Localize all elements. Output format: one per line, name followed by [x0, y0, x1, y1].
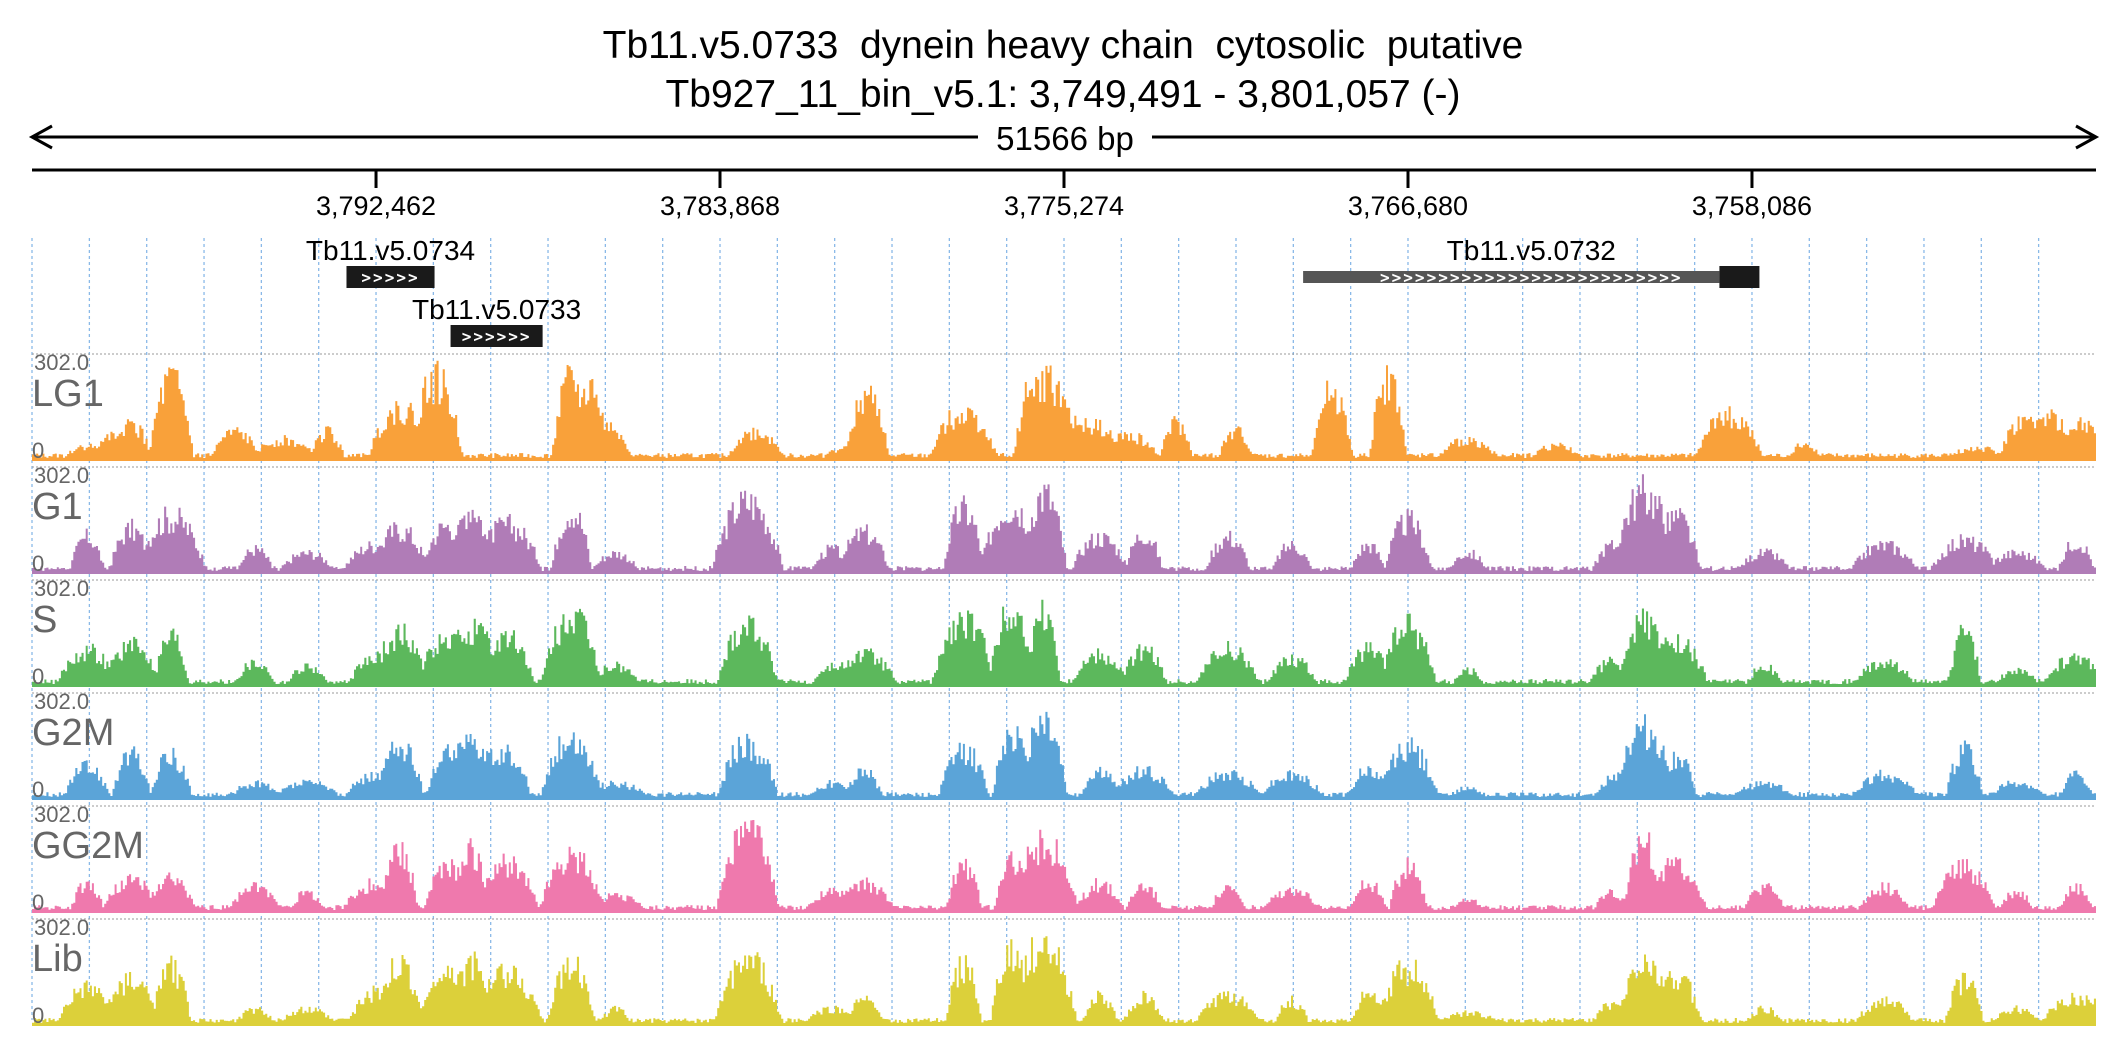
gene-track: >>>>>Tb11.v5.0734>>>>>>Tb11.v5.0733>>>>>…: [306, 235, 1760, 347]
coordinate-axis-ticks: 3,792,462 3,783,868 3,775,274 3,766,680 3,75…: [316, 170, 1812, 221]
track-ymax-label: 302.0: [34, 689, 89, 714]
coverage-area-gg2m: [32, 820, 2096, 912]
axis-tick-label: 3,775,274: [1004, 191, 1124, 221]
coverage-area-lg1: [32, 360, 2096, 460]
coverage-area-g1: [32, 474, 2096, 573]
gene-feature[interactable]: >>>>> Tb11.v5.0734: [306, 235, 475, 288]
gene-cds-bar: [1719, 266, 1760, 288]
strand-arrows-icon: >>>>>>: [462, 327, 532, 346]
track-name-label: G1: [32, 486, 83, 528]
track-name-label: GG2M: [32, 825, 144, 867]
gene-label: Tb11.v5.0732: [1447, 235, 1616, 266]
track-ymax-label: 302.0: [34, 463, 89, 488]
track-name-label: S: [32, 599, 57, 641]
gene-title: Tb11.v5.0733 dynein heavy chain cytosoli…: [602, 24, 1524, 67]
axis-tick-label: 3,783,868: [660, 191, 780, 221]
track-s: 302.0S 0: [32, 576, 2096, 689]
gene-feature[interactable]: >>>>>>>>>>>>>>>>>>>>>>>>>> Tb11.v5.0732: [1303, 235, 1760, 288]
track-ymax-label: 302.0: [34, 915, 89, 940]
span-ruler: 51566 bp: [28, 120, 2100, 157]
coverage-area-s: [32, 599, 2096, 686]
gene-label: Tb11.v5.0734: [306, 235, 475, 266]
gene-cds-bar: [346, 266, 435, 288]
axis-tick-label: 3,766,680: [1348, 191, 1468, 221]
track-ymin-label: 0: [32, 777, 44, 802]
axis-tick-label: 3,758,086: [1692, 191, 1812, 221]
left-arrowhead-icon: [28, 124, 53, 150]
coverage-area-lib: [32, 936, 2096, 1025]
track-ymax-label: 302.0: [34, 350, 89, 375]
strand-arrows-icon: >>>>>>>>>>>>>>>>>>>>>>>>>>: [1380, 268, 1682, 287]
track-ymin-label: 0: [32, 438, 44, 463]
track-ymin-label: 0: [32, 890, 44, 915]
gene-cds-bar: [450, 325, 543, 347]
track-ymax-label: 302.0: [34, 802, 89, 827]
coverage-tracks: 302.0LG10302.0G10302.0S0302.0G2M0302.0GG…: [32, 350, 2096, 1028]
gene-label: Tb11.v5.0733: [412, 294, 581, 325]
span-label: 51566 bp: [996, 120, 1134, 157]
coverage-area-g2m: [32, 711, 2096, 799]
gene-utr-bar: [1303, 271, 1720, 283]
track-name-label: LG1: [32, 373, 104, 415]
right-arrowhead-icon: [2075, 124, 2100, 150]
track-ymin-label: 0: [32, 551, 44, 576]
track-g1: 302.0G1 0: [32, 463, 2096, 576]
axis-tick-label: 3,792,462: [316, 191, 436, 221]
track-ymin-label: 0: [32, 664, 44, 689]
track-name-label: G2M: [32, 712, 114, 754]
track-ymax-label: 302.0: [34, 576, 89, 601]
region-subtitle: Tb927_11_bin_v5.1: 3,749,491 - 3,801,057…: [665, 73, 1461, 116]
strand-arrows-icon: >>>>>: [361, 268, 419, 287]
track-name-label: Lib: [32, 938, 83, 980]
gene-feature[interactable]: >>>>>> Tb11.v5.0733: [412, 294, 581, 347]
track-ymin-label: 0: [32, 1003, 44, 1028]
